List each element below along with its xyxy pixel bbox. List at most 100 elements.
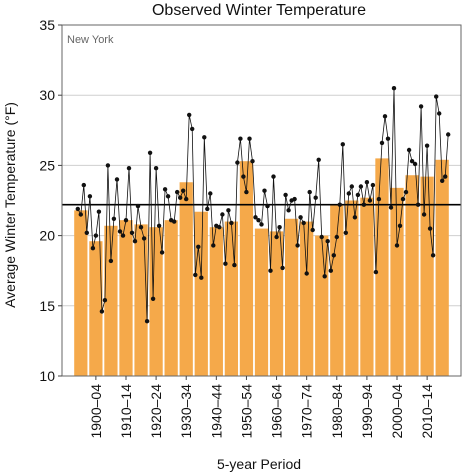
- annual-point: [301, 220, 306, 226]
- annual-point: [144, 319, 150, 324]
- period-bar: [300, 221, 314, 376]
- annual-point: [123, 218, 129, 223]
- annual-point: [406, 147, 412, 153]
- annual-point: [162, 187, 168, 192]
- annual-point: [126, 166, 132, 171]
- annual-point: [90, 246, 96, 251]
- annual-point: [373, 269, 379, 275]
- period-bar: [254, 228, 269, 376]
- annual-point: [412, 161, 418, 167]
- annual-point: [141, 236, 147, 241]
- x-tick-label: 1900–04: [88, 384, 104, 439]
- annual-point: [304, 271, 309, 276]
- annual-point: [283, 192, 288, 198]
- annual-point: [430, 253, 436, 258]
- annual-point: [135, 203, 141, 209]
- period-bar: [345, 200, 359, 376]
- annual-point: [328, 268, 333, 273]
- annual-point: [337, 202, 342, 207]
- location-annotation: New York: [67, 34, 114, 46]
- period-bar: [390, 187, 404, 376]
- y-tick-label: 15: [39, 298, 55, 314]
- annual-point: [238, 136, 243, 141]
- period-bar: [284, 218, 299, 376]
- annual-point: [235, 160, 240, 165]
- x-tick-label: 2010–14: [419, 384, 435, 439]
- annual-point: [96, 209, 102, 214]
- x-tick-label: 1970–74: [299, 384, 315, 439]
- annual-point: [129, 230, 135, 235]
- annual-point: [325, 239, 330, 244]
- period-bar: [104, 225, 118, 376]
- annual-point: [205, 206, 210, 212]
- annual-point: [268, 268, 273, 273]
- annual-point: [385, 136, 391, 141]
- annual-point: [346, 191, 351, 196]
- annual-series-line: [77, 88, 449, 322]
- annual-point: [364, 180, 370, 185]
- annual-point: [259, 222, 264, 227]
- annual-point: [307, 189, 312, 195]
- annual-point: [355, 192, 361, 198]
- period-bar: [239, 161, 254, 376]
- annual-point: [277, 225, 282, 230]
- annual-point: [262, 188, 267, 193]
- annual-point: [217, 225, 222, 230]
- x-tick-label: 1980–84: [329, 384, 345, 439]
- annual-point: [93, 233, 99, 238]
- annual-point: [175, 189, 180, 195]
- annual-point: [349, 184, 354, 189]
- x-tick-label: 1920–24: [148, 384, 164, 439]
- x-tick-label: 1950–54: [238, 384, 254, 439]
- annual-point: [111, 216, 117, 221]
- annual-point: [84, 230, 90, 235]
- period-bar: [74, 210, 88, 376]
- annual-point: [446, 132, 451, 137]
- annual-point: [172, 219, 177, 224]
- annual-point: [223, 261, 228, 266]
- x-axis-ticks: 1900–04 1910–14 1920–24 1930–34 1940–44 1950–…: [88, 376, 435, 439]
- annual-point: [120, 233, 126, 238]
- annual-point: [443, 174, 448, 179]
- annual-point: [220, 212, 225, 217]
- annual-point: [427, 226, 433, 231]
- annual-point: [117, 229, 123, 234]
- annual-point: [340, 142, 345, 147]
- annual-point: [367, 198, 373, 203]
- annual-point: [159, 250, 165, 255]
- y-tick-label: 35: [39, 17, 55, 33]
- annual-point: [226, 208, 231, 213]
- period-bar: [89, 241, 103, 376]
- x-tick-label: 1990–94: [359, 384, 375, 439]
- annual-point: [382, 114, 388, 119]
- annual-point: [440, 178, 445, 183]
- annual-point: [391, 86, 397, 91]
- x-axis-label: 5-year Period: [217, 456, 301, 472]
- annual-point: [343, 230, 348, 235]
- annual-points: [75, 86, 451, 324]
- annual-point: [184, 196, 189, 202]
- annual-point: [418, 104, 424, 109]
- annual-point: [437, 111, 442, 116]
- annual-point: [322, 274, 327, 279]
- period-bar: [360, 197, 374, 376]
- annual-point: [202, 135, 207, 140]
- x-tick-label: 1930–34: [178, 384, 194, 439]
- annual-point: [298, 215, 303, 220]
- annual-point: [361, 202, 367, 207]
- annual-point: [274, 234, 279, 240]
- annual-point: [250, 159, 255, 164]
- annual-point: [193, 272, 198, 278]
- plot-frame: [61, 24, 462, 377]
- annual-point: [165, 194, 171, 199]
- annual-point: [397, 223, 403, 228]
- annual-point: [187, 112, 192, 118]
- y-tick-label: 10: [39, 368, 55, 384]
- annual-point: [241, 174, 246, 179]
- y-tick-label: 20: [39, 228, 55, 244]
- annual-point: [208, 191, 213, 196]
- annual-point: [424, 143, 430, 148]
- annual-point: [292, 196, 297, 202]
- period-bar: [405, 175, 419, 376]
